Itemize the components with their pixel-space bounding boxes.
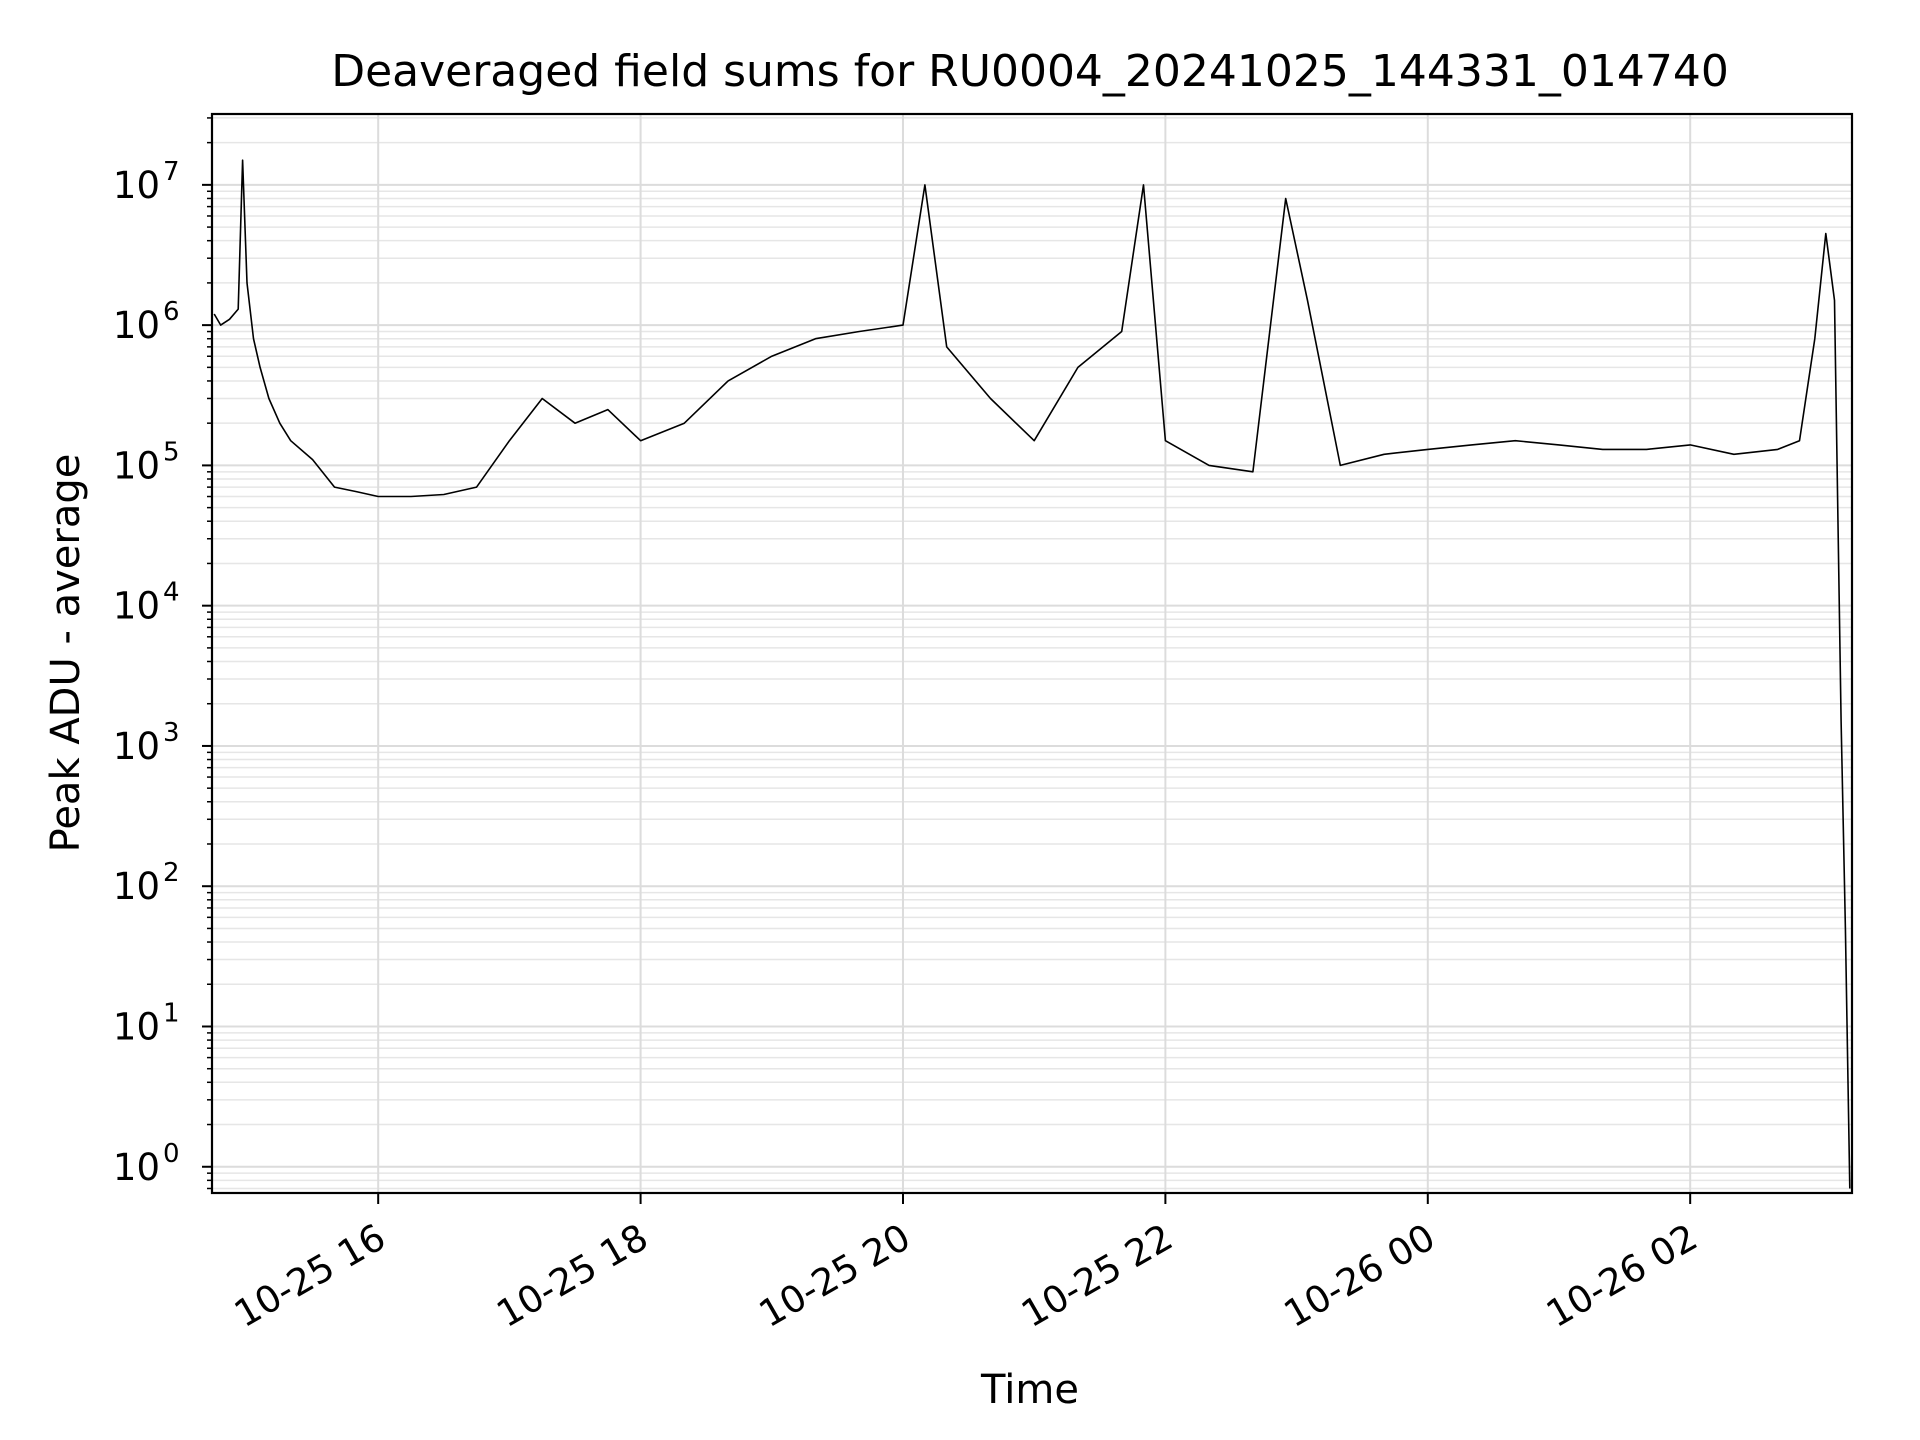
x-tick-label: 10-25 20 [752,1216,918,1336]
x-axis: 10-25 16 10-25 18 10-25 20 10-25 22 10-26 00… [227,1193,1705,1336]
y-tick-label: 10 3 [113,718,180,768]
y-tick-base: 10 [113,164,160,207]
y-tick-exponent: 2 [163,858,180,888]
x-tick-label: 10-26 00 [1277,1216,1443,1336]
y-tick-base: 10 [113,865,160,908]
x-axis-label: Time [980,1367,1079,1413]
plot-frame [210,112,1854,1195]
x-tick-label: 10-26 02 [1539,1216,1705,1336]
y-tick-label: 10 0 [113,1139,180,1189]
y-tick-exponent: 5 [163,437,180,467]
y-tick-label: 10 2 [113,858,180,908]
x-tick-label: 10-25 16 [227,1216,393,1336]
y-tick-base: 10 [113,304,160,347]
series-line-1 [213,159,1851,1189]
y-tick-label: 10 5 [113,437,180,487]
series-line-group [213,159,1851,1189]
grid [212,114,1852,1193]
y-tick-base: 10 [113,444,160,487]
y-tick-base: 10 [113,1005,160,1048]
y-tick-exponent: 3 [163,718,180,748]
y-tick-label: 10 7 [113,157,180,207]
y-tick-exponent: 4 [163,578,180,608]
y-tick-exponent: 1 [163,998,180,1028]
x-tick-label: 10-25 22 [1014,1216,1180,1336]
y-axis-label: Peak ADU - average [43,454,89,853]
y-tick-label: 10 6 [113,297,180,347]
chart-title: Deaveraged field sums for RU0004_2024102… [331,46,1729,97]
y-tick-exponent: 6 [163,297,180,327]
y-tick-base: 10 [113,1146,160,1189]
x-tick-label: 10-25 18 [490,1216,656,1336]
y-tick-exponent: 0 [163,1139,180,1169]
y-tick-base: 10 [113,725,160,768]
y-tick-base: 10 [113,585,160,628]
y-tick-label: 10 4 [113,578,180,628]
y-tick-label: 10 1 [113,998,180,1048]
y-tick-exponent: 7 [163,157,180,187]
